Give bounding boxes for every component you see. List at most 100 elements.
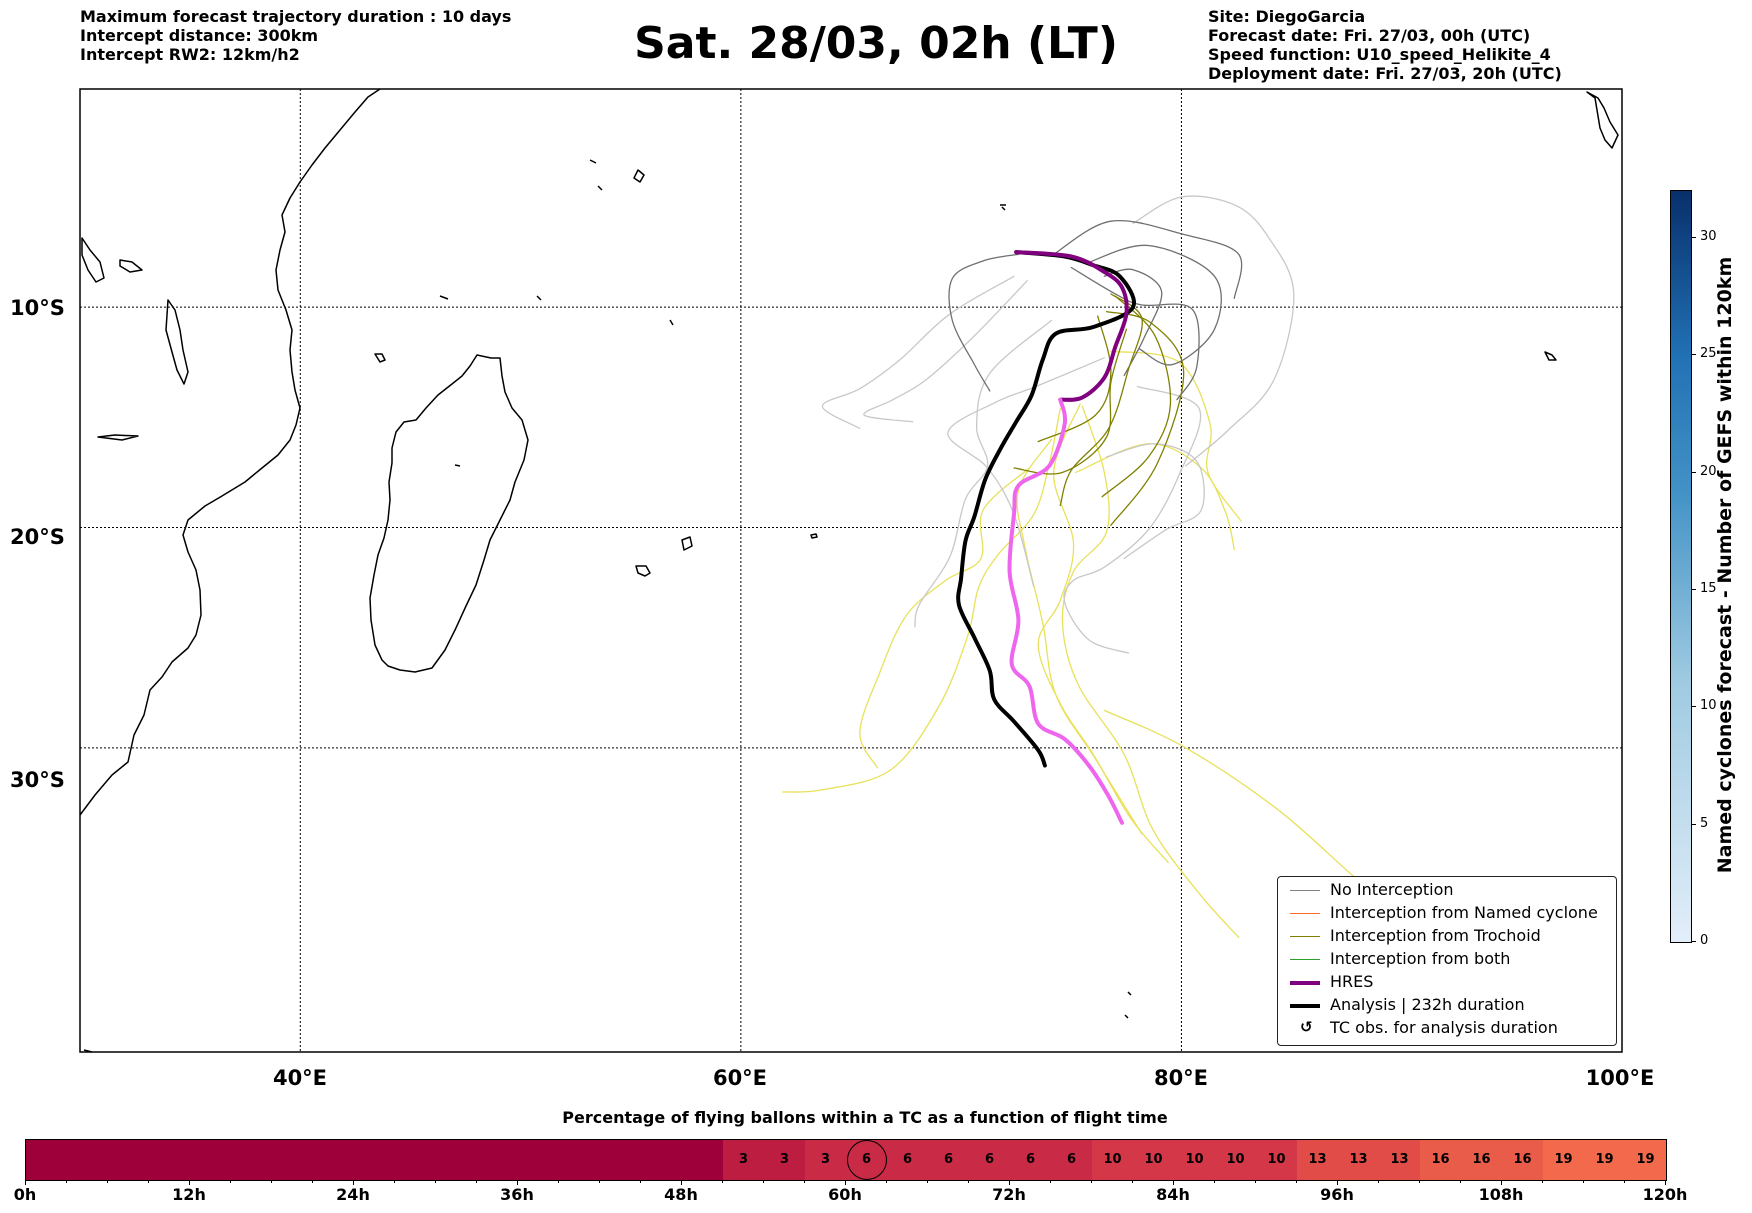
flight-time-bar-title: Percentage of flying ballons within a TC… [562, 1108, 1168, 1127]
madagascar [369, 354, 529, 673]
deployment-date-text: Deployment date: Fri. 27/03, 20h (UTC) [1208, 64, 1562, 83]
flight-time-value: 10 [1185, 1152, 1204, 1167]
flight-time-value: 6 [943, 1152, 954, 1167]
seychelles-island [165, 299, 189, 385]
legend-label: Interception from both [1330, 949, 1511, 968]
rodrigues-island [810, 533, 818, 539]
cyclone-colorbar-label: Named cyclones forecast - Number of GEFS… [1714, 256, 1736, 874]
lat-label-20s: 20°S [10, 525, 65, 549]
track-yellow [859, 467, 1031, 769]
flight-time-value: 3 [779, 1152, 790, 1167]
track-no-interception [948, 253, 1020, 392]
lon-label-60e: 60°E [712, 1066, 768, 1090]
socotra-island [119, 259, 143, 273]
hbar-tickmark [763, 1180, 764, 1183]
legend-label: No Interception [1330, 880, 1454, 899]
hbar-tickmark [1419, 1180, 1420, 1183]
legend-swatch-named-cyclone [1290, 913, 1320, 914]
legend-row-named-cyclone: Interception from Named cyclone [1278, 903, 1616, 925]
island-small-5 [1124, 991, 1132, 1019]
track-trochoid [1059, 293, 1143, 507]
hbar-tick: 12h [172, 1185, 206, 1204]
legend-label: TC obs. for analysis duration [1330, 1018, 1558, 1037]
hbar-tick: 36h [500, 1185, 534, 1204]
hbar-tickmark [845, 1180, 846, 1185]
agalega-island [439, 295, 542, 301]
hbar-tickmark [1337, 1180, 1338, 1185]
hbar-tickmark [476, 1180, 477, 1183]
flight-time-value: 10 [1267, 1152, 1286, 1167]
cbar-tickmark [1691, 236, 1696, 238]
hbar-tickmark [353, 1180, 354, 1185]
cbar-tickmark [1691, 471, 1696, 473]
hbar-tick: 120h [1642, 1185, 1688, 1204]
maldives-2 [589, 159, 603, 191]
island-small-1 [374, 353, 386, 363]
hbar-tickmark [1378, 1180, 1379, 1183]
chagos-island [1000, 204, 1006, 211]
lon-label-80e: 80°E [1153, 1066, 1209, 1090]
flight-time-value: 19 [1595, 1152, 1614, 1167]
hbar-tickmark [1460, 1180, 1461, 1183]
hbar-tickmark [517, 1180, 518, 1185]
island-small-4 [1586, 91, 1619, 149]
tracks-no-interception-light [821, 195, 1295, 654]
header-left-info: Maximum forecast trajectory duration : 1… [80, 7, 511, 64]
forecast-date-text: Forecast date: Fri. 27/03, 00h (UTC) [1208, 26, 1531, 45]
cbar-tickmark [1691, 588, 1696, 590]
hres-line-late [1007, 397, 1124, 825]
track-hres [1007, 250, 1129, 825]
legend-row-tc-obs: ↺ TC obs. for analysis duration [1278, 1018, 1616, 1040]
flight-time-value: 19 [1554, 1152, 1573, 1167]
flight-time-value: 6 [984, 1152, 995, 1167]
cyclone-icon: ↺ [1300, 1018, 1313, 1036]
hbar-tickmark [886, 1180, 887, 1183]
island-west-1 [81, 237, 105, 283]
track-no-interception-light [863, 280, 1028, 423]
flight-time-value: 16 [1513, 1152, 1532, 1167]
hbar-tickmark [1665, 1180, 1666, 1185]
hbar-tickmark [1296, 1180, 1297, 1183]
hbar-tick: 0h [13, 1185, 37, 1204]
hbar-tickmark [968, 1180, 969, 1183]
hbar-tickmark [1050, 1180, 1051, 1183]
hbar-tickmark [1583, 1180, 1584, 1183]
legend-swatch-hres [1290, 981, 1320, 985]
flight-time-value: 13 [1390, 1152, 1409, 1167]
track-trochoid [1101, 295, 1172, 498]
hbar-tickmark [271, 1180, 272, 1183]
track-yellow [1037, 403, 1169, 864]
legend-swatch-analysis [1290, 1004, 1320, 1008]
track-trochoid [1013, 328, 1128, 475]
legend-row-both: Interception from both [1278, 949, 1616, 971]
track-yellow [1075, 443, 1235, 551]
cbar-tick: 25 [1700, 346, 1717, 362]
hbar-tickmark [435, 1180, 436, 1183]
hbar-tickmark [230, 1180, 231, 1183]
flight-time-value: 6 [1025, 1152, 1036, 1167]
flight-time-value: 16 [1472, 1152, 1491, 1167]
hbar-tickmark [1542, 1180, 1543, 1183]
hbar-tick: 60h [828, 1185, 862, 1204]
reunion-island [681, 536, 693, 551]
tracks-no-interception-dark [948, 219, 1243, 401]
track-no-interception-light [821, 275, 1015, 430]
flight-time-value: 3 [820, 1152, 831, 1167]
legend-row-trochoid: Interception from Trochoid [1278, 926, 1616, 948]
flight-time-value: 10 [1226, 1152, 1245, 1167]
track-no-interception-light [1063, 385, 1202, 654]
intercept-distance-text: Intercept distance: 300km [80, 26, 319, 45]
cbar-tickmark [1691, 941, 1696, 942]
hbar-tickmark [66, 1180, 67, 1183]
legend-row-hres: HRES [1278, 972, 1616, 994]
hbar-tickmark [1624, 1180, 1625, 1183]
track-no-interception [1053, 219, 1243, 299]
track-no-interception-light [1132, 195, 1295, 467]
track-analysis [956, 250, 1136, 768]
hbar-tickmark [599, 1180, 600, 1183]
flight-time-segment [1297, 1140, 1421, 1180]
africa-coast [79, 88, 381, 816]
comoros-island [97, 434, 139, 441]
hbar-tickmark [148, 1180, 149, 1183]
flight-time-value: 6 [902, 1152, 913, 1167]
